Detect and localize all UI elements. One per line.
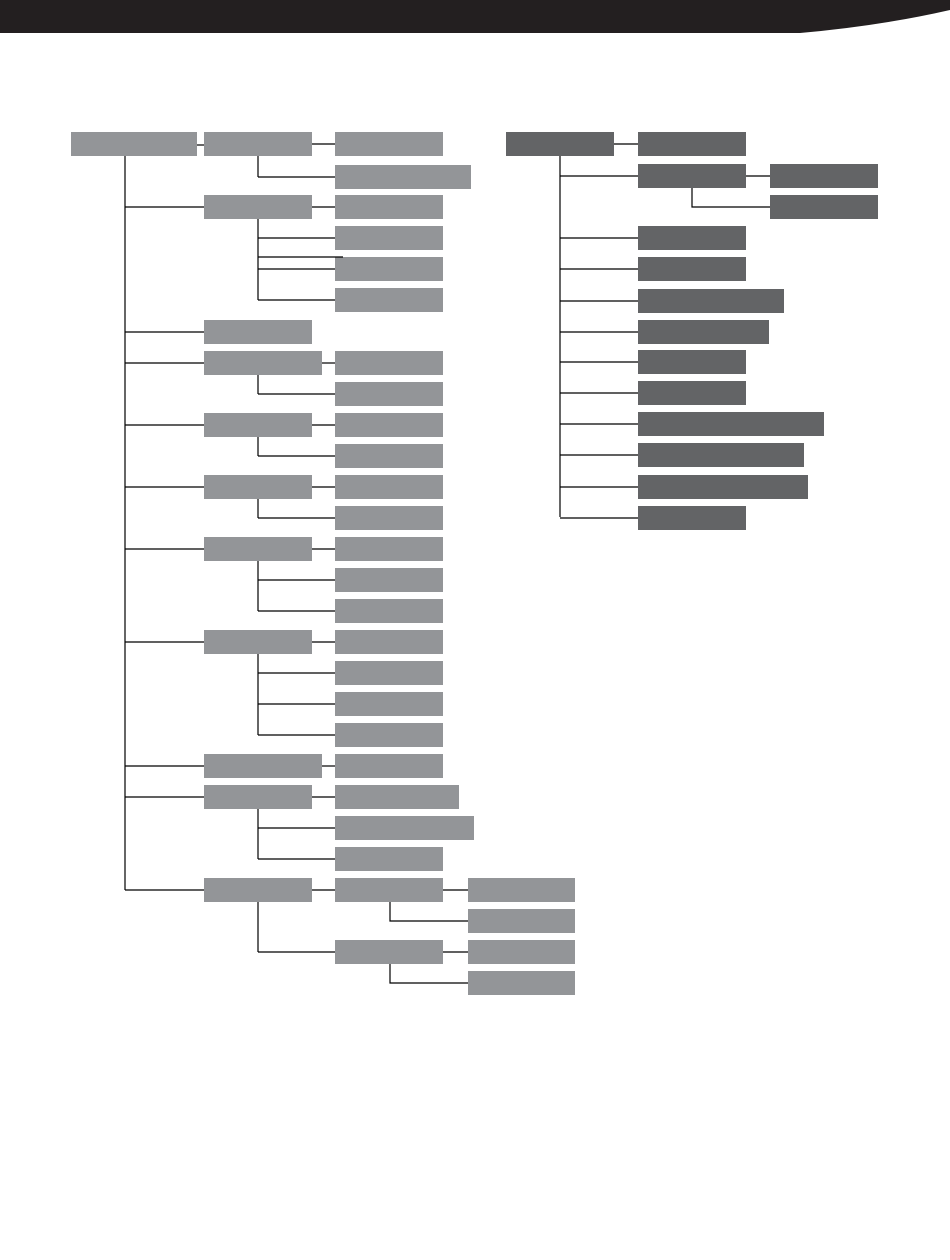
branch-box-8 [204,630,312,654]
branch-box-2 [204,195,312,219]
branch-box-3 [204,320,312,344]
child-box-8-2 [335,661,443,685]
child-box-11-1 [335,878,443,902]
right-branch-box-5 [638,289,784,313]
right-branch-box-12 [638,506,746,530]
right-hierarchy-tree [506,132,878,530]
branch-box-1 [204,132,312,156]
right-branch-box-8 [638,381,746,405]
child-box-6-2 [335,506,443,530]
branch-box-5 [204,413,312,437]
child-box-8-3 [335,692,443,716]
right-branch-box-10 [638,443,804,467]
child-box-9-1 [335,754,443,778]
child-box-2-1 [335,195,443,219]
child-box-2-2 [335,226,443,250]
child-11-2-to-grandchild-2-line [389,964,468,984]
right-branch-box-4 [638,257,746,281]
grandchild-box-11-2-1 [468,940,575,964]
right-branch-box-11 [638,475,808,499]
left-hierarchy-tree [71,132,575,995]
child-11-1-to-grandchild-2-line [389,902,468,922]
child-box-5-2 [335,444,443,468]
branch-box-4 [204,351,322,375]
right-branch-box-7 [638,350,746,374]
child-box-1-1 [335,132,443,156]
right-root-box [506,132,614,156]
grandchild-box-11-1-1 [468,878,575,902]
child-box-6-1 [335,475,443,499]
right-branch-box-9 [638,412,824,436]
branch-box-6 [204,475,312,499]
child-box-7-1 [335,537,443,561]
child-box-2-3 [335,257,443,281]
right-branch-box-6 [638,320,769,344]
child-box-7-2 [335,568,443,592]
right-branch-box-2 [638,164,746,188]
child-box-1-2 [335,165,471,189]
branch-box-11 [204,878,312,902]
child-box-8-4 [335,723,443,747]
right-branch-2-to-child-2-line [691,188,770,208]
child-box-4-2 [335,382,443,406]
right-child-box-2-2 [770,195,878,219]
child-box-4-1 [335,351,443,375]
right-child-box-2-1 [770,164,878,188]
grandchild-box-11-1-2 [468,909,575,933]
child-box-5-1 [335,413,443,437]
child-box-10-3 [335,847,443,871]
right-branch-box-1 [638,132,746,156]
child-box-11-2 [335,940,443,964]
child-box-2-4 [335,288,443,312]
branch-box-9 [204,754,322,778]
root-box [71,132,197,156]
child-box-10-2 [335,816,474,840]
branch-box-10 [204,785,312,809]
child-box-7-3 [335,599,443,623]
child-box-10-1 [335,785,459,809]
grandchild-box-11-2-2 [468,971,575,995]
branch-box-7 [204,537,312,561]
top-rule [0,0,950,33]
right-branch-box-3 [638,226,746,250]
child-box-8-1 [335,630,443,654]
